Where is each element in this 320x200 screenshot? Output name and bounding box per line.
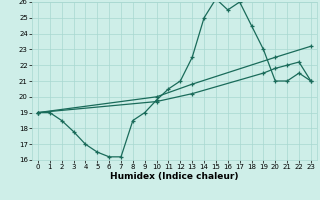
X-axis label: Humidex (Indice chaleur): Humidex (Indice chaleur)	[110, 172, 239, 181]
